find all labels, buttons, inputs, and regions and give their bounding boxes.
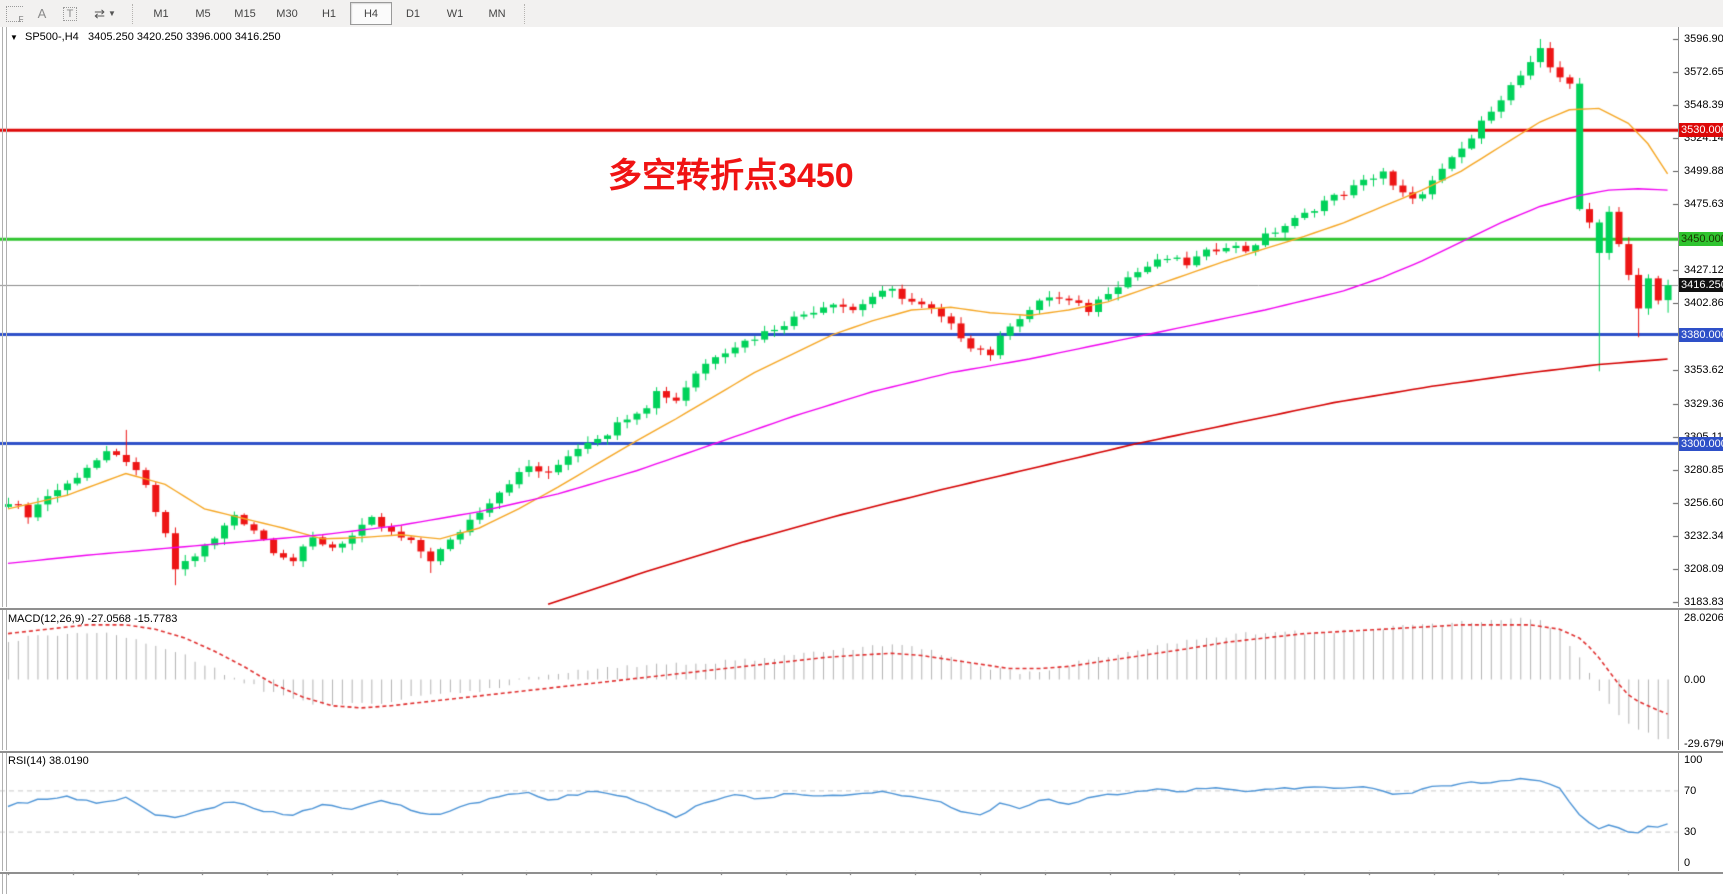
chart-window: ▼ SP500-,H4 3405.250 3420.250 3396.000 3… [0,27,1723,894]
indicators-grid-icon[interactable]: F [1,3,27,25]
rsi-axis-tick: 100 [1684,754,1703,766]
macd-axis-tick: 28.0206 [1684,612,1723,625]
price-chart-canvas[interactable] [0,27,1678,894]
timeframe-button-M1[interactable]: M1 [153,7,169,20]
macd-indicator-label: MACD(12,26,9) -27.0568 -15.7783 [8,613,178,625]
timeframe-button-M30[interactable]: M30 [276,7,298,20]
rsi-axis-tick: 70 [1684,784,1697,797]
price-axis-tick: 3475.630 [1684,198,1723,211]
text-object-icon[interactable]: T [57,3,83,25]
rsi-axis-tick: 30 [1684,826,1697,839]
price-axis-tick: 3596.905 [1684,33,1723,46]
panel-separator[interactable] [0,750,1723,753]
crosshair-swap-icon[interactable]: ⇄ ▼ [94,5,116,21]
price-level-tag[interactable]: 3530.000 [1679,123,1723,138]
chart-annotation-text[interactable]: 多空转折点3450 [608,157,854,195]
price-axis-tick: 3208.090 [1684,562,1723,575]
price-axis-tick: 3232.345 [1684,529,1723,542]
timeframe-button-H1[interactable]: H1 [321,7,337,20]
toolbar-separator [132,3,134,24]
timeframe-button-W1[interactable]: W1 [446,7,464,20]
rsi-axis-tick: 0 [1684,857,1691,869]
price-axis-tick: 3572.650 [1684,66,1723,79]
panel-separator [0,871,1723,874]
collapse-triangle-icon[interactable]: ▼ [10,33,18,42]
price-axis-border [1678,27,1679,871]
price-axis-tick: 3402.865 [1684,297,1723,310]
price-level-tag[interactable]: 3380.000 [1679,327,1723,342]
macd-axis-tick: -29.6796 [1684,738,1723,751]
timeframe-button-M5[interactable]: M5 [195,7,211,20]
price-axis-tick: 3329.365 [1684,397,1723,410]
price-level-tag[interactable]: 3450.000 [1679,232,1723,247]
price-axis-tick: 3280.855 [1684,463,1723,476]
timeframe-button-MN[interactable]: MN [488,7,506,20]
price-axis-tick: 3499.885 [1684,165,1723,178]
panel-separator[interactable] [0,607,1723,610]
price-axis-tick: 3427.120 [1684,264,1723,277]
price-level-tag[interactable]: 3300.000 [1679,436,1723,451]
text-a-icon[interactable]: A [37,6,47,21]
macd-axis-tick: 0.00 [1684,673,1706,686]
toolbar: F A T ⇄ ▼ M1 M5 M15 M30 H1 H4 D1 W1 MN [0,0,1723,28]
window-left-border [2,27,7,894]
timeframe-button-group: M1 M5 M15 M30 H1 H4 D1 W1 MN [140,2,518,25]
price-axis-tick: 3256.600 [1684,496,1723,509]
price-axis-tick: 3353.620 [1684,364,1723,377]
dropdown-caret-icon[interactable]: ▼ [107,9,116,18]
toolbar-separator [524,3,526,24]
price-axis-tick: 3548.395 [1684,99,1723,112]
timeframe-button-H4[interactable]: H4 [350,2,392,25]
ohlc-values: 3405.250 3420.250 3396.000 3416.250 [87,31,281,43]
price-level-tag[interactable]: 3416.250 [1679,278,1723,293]
timeframe-button-D1[interactable]: D1 [405,7,421,20]
timeframe-button-M15[interactable]: M15 [234,7,256,20]
chart-title: ▼ SP500-,H4 3405.250 3420.250 3396.000 3… [10,31,281,43]
symbol-period-label: SP500-,H4 [24,31,79,43]
price-axis-tick: 3183.835 [1684,595,1723,608]
rsi-indicator-label: RSI(14) 38.0190 [8,755,89,767]
